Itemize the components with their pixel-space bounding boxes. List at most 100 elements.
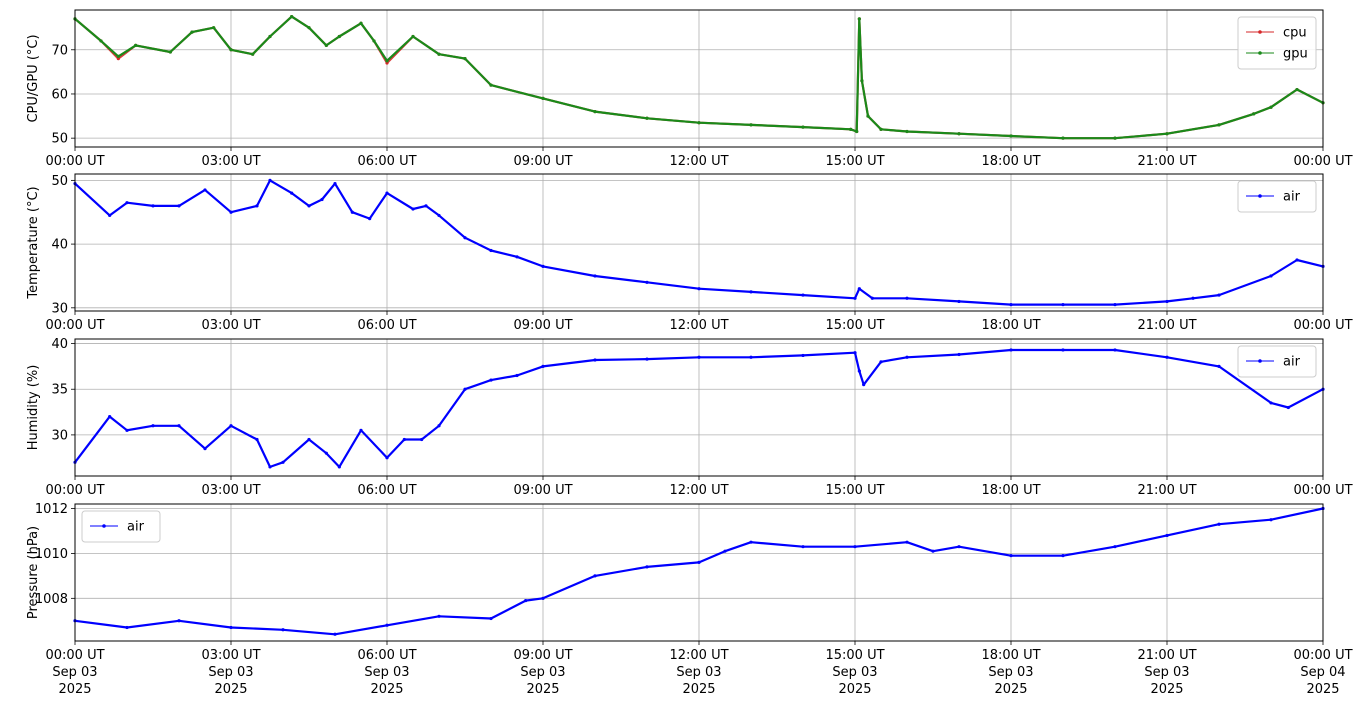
- x-tick-label: 15:00 UT: [825, 154, 884, 169]
- x-tick-label: 21:00 UT: [1137, 483, 1196, 498]
- data-point-air: [359, 428, 363, 432]
- x-tick-label: 00:00 UT: [1293, 318, 1352, 333]
- x-tick-year: 2025: [526, 682, 559, 697]
- x-tick-label: 15:00 UT: [825, 648, 884, 663]
- x-tick-label: 12:00 UT: [669, 318, 728, 333]
- legend-box: [1237, 16, 1317, 70]
- legend-marker-cpu: [1258, 30, 1262, 34]
- x-tick-date: Sep 03: [52, 665, 97, 680]
- data-point-air: [281, 628, 285, 632]
- x-tick-label: 06:00 UT: [357, 318, 416, 333]
- x-tick-label: 00:00 UT: [45, 483, 104, 498]
- data-point-air: [333, 632, 337, 636]
- data-point-gpu: [801, 125, 805, 129]
- data-point-air: [125, 428, 129, 432]
- data-point-air: [957, 545, 961, 549]
- data-point-air: [749, 355, 753, 359]
- data-point-gpu: [1009, 134, 1013, 138]
- x-tick-year: 2025: [994, 682, 1027, 697]
- data-point-gpu: [879, 127, 883, 131]
- data-point-air: [957, 299, 961, 304]
- data-point-air: [125, 201, 129, 205]
- data-point-air: [268, 465, 272, 469]
- data-point-air: [229, 424, 233, 428]
- data-point-air: [801, 545, 805, 549]
- data-point-air: [957, 352, 961, 357]
- y-tick-label: 1010: [35, 547, 68, 562]
- x-tick-date: Sep 03: [208, 665, 253, 680]
- y-tick-label: 50: [51, 132, 68, 147]
- data-point-gpu: [541, 96, 545, 100]
- data-point-air: [801, 353, 805, 358]
- data-point-air: [697, 560, 701, 564]
- data-point-gpu: [1165, 132, 1169, 136]
- data-point-air: [749, 290, 753, 294]
- data-point-air: [1217, 293, 1221, 297]
- x-tick-label: 12:00 UT: [669, 483, 728, 498]
- y-axis-label: Pressure (hPa): [26, 526, 41, 619]
- data-point-air: [515, 373, 519, 378]
- x-tick-date: Sep 03: [988, 665, 1033, 680]
- y-tick-label: 40: [51, 337, 68, 352]
- data-point-gpu: [749, 123, 753, 127]
- data-point-air: [1009, 303, 1013, 307]
- data-point-air: [1217, 364, 1221, 368]
- data-point-cpu: [116, 57, 120, 61]
- data-point-air: [229, 210, 233, 214]
- x-tick-label: 09:00 UT: [513, 154, 572, 169]
- data-point-air: [489, 616, 493, 621]
- data-point-air: [1009, 348, 1013, 352]
- legend-label-air: air: [1283, 190, 1301, 205]
- data-point-air: [593, 274, 597, 278]
- x-tick-label: 21:00 UT: [1137, 318, 1196, 333]
- legend-box: [1237, 345, 1317, 378]
- data-point-air: [645, 357, 649, 361]
- data-point-gpu: [697, 121, 701, 125]
- x-tick-year: 2025: [838, 682, 871, 697]
- legend-label-cpu: cpu: [1283, 26, 1307, 41]
- data-point-air: [290, 191, 294, 195]
- data-point-air: [411, 207, 415, 211]
- data-point-air: [333, 181, 337, 186]
- data-point-air: [108, 213, 112, 218]
- x-tick-year: 2025: [1150, 682, 1183, 697]
- data-point-air: [697, 287, 701, 291]
- data-point-air: [645, 565, 649, 569]
- data-point-air: [281, 460, 285, 464]
- legend-box: [81, 510, 161, 543]
- data-point-air: [697, 355, 701, 359]
- data-point-air: [1113, 348, 1117, 352]
- x-tick-label: 00:00 UT: [1293, 648, 1352, 663]
- data-point-air: [1269, 401, 1273, 405]
- data-point-air: [1191, 296, 1195, 300]
- data-point-gpu: [849, 127, 853, 131]
- series-line-air: [74, 179, 1324, 306]
- data-point-air: [1061, 348, 1065, 352]
- x-tick-label: 15:00 UT: [825, 483, 884, 498]
- data-point-air: [125, 625, 129, 630]
- data-point-air: [853, 545, 857, 549]
- axes-frame: [74, 9, 1324, 148]
- data-point-air: [853, 296, 857, 300]
- data-point-air: [229, 625, 233, 630]
- data-point-air: [463, 236, 467, 240]
- y-tick-label: 40: [51, 238, 68, 253]
- x-tick-label: 18:00 UT: [981, 154, 1040, 169]
- x-tick-date: Sep 03: [676, 665, 721, 680]
- data-point-gpu: [190, 30, 194, 34]
- data-point-air: [437, 213, 441, 218]
- data-point-air: [524, 598, 528, 603]
- data-point-gpu: [116, 54, 120, 59]
- data-point-air: [905, 296, 909, 300]
- data-point-gpu: [385, 59, 389, 63]
- x-tick-label: 03:00 UT: [201, 318, 260, 333]
- y-tick-label: 30: [51, 428, 68, 443]
- data-point-gpu: [1061, 136, 1065, 140]
- x-tick-label: 06:00 UT: [357, 154, 416, 169]
- data-point-air: [385, 191, 389, 195]
- data-point-gpu: [860, 79, 864, 83]
- series-line-gpu: [74, 15, 1324, 140]
- data-point-air: [177, 204, 181, 208]
- x-tick-date: Sep 03: [520, 665, 565, 680]
